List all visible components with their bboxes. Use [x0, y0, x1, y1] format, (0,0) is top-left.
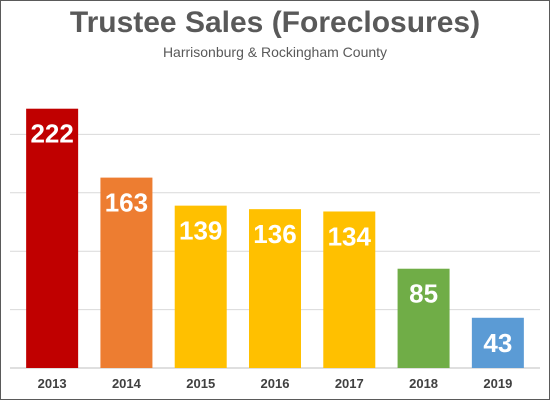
data-label-2016: 136: [253, 219, 296, 249]
x-tick-label: 2015: [186, 376, 215, 391]
x-tick-label: 2013: [38, 376, 67, 391]
x-tick-label: 2016: [261, 376, 290, 391]
x-tick-label: 2017: [335, 376, 364, 391]
data-label-2013: 222: [30, 119, 73, 149]
data-label-2018: 85: [409, 279, 438, 309]
bar-2014: [100, 177, 153, 368]
bars: [26, 108, 524, 368]
data-label-2015: 139: [179, 216, 222, 246]
data-label-2014: 163: [105, 188, 148, 218]
chart-title: Trustee Sales (Foreclosures): [69, 6, 481, 39]
data-label-2019: 43: [483, 328, 512, 358]
x-tick-label: 2014: [112, 376, 142, 391]
bar-2019: [471, 317, 524, 368]
bar-2013: [26, 108, 79, 368]
chart-subtitle: Harrisonburg & Rockingham County: [162, 44, 388, 60]
x-tick-label: 2018: [409, 376, 438, 391]
data-labels: 222 163 139 136 134 85 43: [30, 119, 512, 358]
x-tick-labels: 2013 2014 2015 2016 2017 2018 2019: [38, 376, 513, 391]
bar-2015: [174, 205, 227, 368]
bar-2017: [323, 211, 376, 368]
x-tick-label: 2019: [483, 376, 512, 391]
data-label-2017: 134: [328, 221, 372, 251]
bar-2016: [249, 209, 301, 368]
bar-2018: [397, 268, 450, 368]
